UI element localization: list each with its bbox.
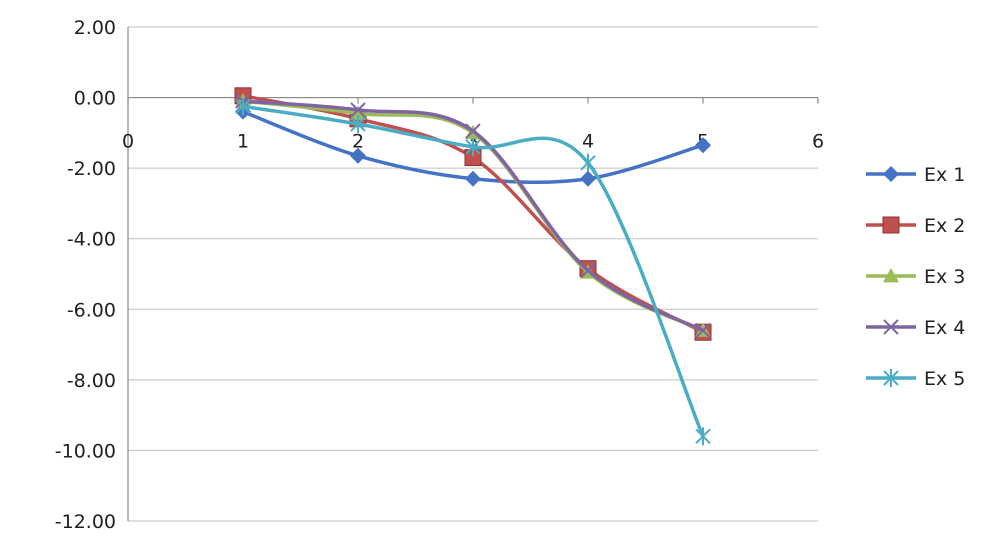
series-line xyxy=(242,104,705,437)
x-tick-label: 0 xyxy=(122,131,134,153)
data-point xyxy=(235,97,251,116)
data-point xyxy=(695,427,711,446)
y-tick-label: -10.00 xyxy=(55,440,116,462)
legend-marker xyxy=(883,319,899,335)
series-ex-5 xyxy=(235,97,711,446)
legend-label: Ex 5 xyxy=(924,368,965,390)
y-tick-label: 2.00 xyxy=(74,17,116,39)
legend-marker xyxy=(883,268,899,283)
legend-marker xyxy=(882,216,900,234)
data-point xyxy=(350,147,366,164)
data-point xyxy=(580,262,596,279)
legend-label: Ex 1 xyxy=(924,164,965,186)
x-tick-label: 4 xyxy=(582,131,594,153)
y-tick-label: -4.00 xyxy=(67,229,116,251)
data-point xyxy=(350,105,366,120)
legend-marker xyxy=(883,166,899,182)
y-tick-label: -2.00 xyxy=(67,158,116,180)
y-tick-label: -6.00 xyxy=(67,299,116,321)
data-point xyxy=(350,102,366,118)
legend-label: Ex 3 xyxy=(924,266,965,288)
axes: 2.00 0.00 -2.00 -4.00 -6.00 -8.00 -10.00 -12.00… xyxy=(55,17,824,533)
legend-item: Ex 5 xyxy=(866,368,965,390)
data-point xyxy=(350,115,366,134)
legend-label: Ex 4 xyxy=(924,317,965,339)
data-point xyxy=(465,123,481,139)
y-tick-label: -12.00 xyxy=(55,511,116,533)
legend-item: Ex 4 xyxy=(866,317,965,339)
series-area xyxy=(234,87,712,446)
data-point xyxy=(580,153,596,172)
data-point xyxy=(695,137,711,154)
series-ex-4 xyxy=(235,93,711,339)
legend-marker xyxy=(883,369,899,387)
y-tick-label: 0.00 xyxy=(74,88,116,110)
legend-item: Ex 3 xyxy=(866,266,965,288)
x-tick-label: 1 xyxy=(237,131,249,153)
legend-label: Ex 2 xyxy=(924,215,965,237)
legend: Ex 1 Ex 2 Ex 3 Ex 4 Ex 5 xyxy=(866,164,965,390)
x-tick-label: 2 xyxy=(352,131,364,153)
data-point xyxy=(465,137,481,156)
legend-item: Ex 2 xyxy=(866,215,965,237)
x-tick-label: 6 xyxy=(812,131,824,153)
legend-item: Ex 1 xyxy=(866,164,965,186)
y-tick-label: -8.00 xyxy=(67,370,116,392)
data-point xyxy=(695,322,711,339)
data-point xyxy=(580,170,596,187)
data-point xyxy=(465,170,481,187)
